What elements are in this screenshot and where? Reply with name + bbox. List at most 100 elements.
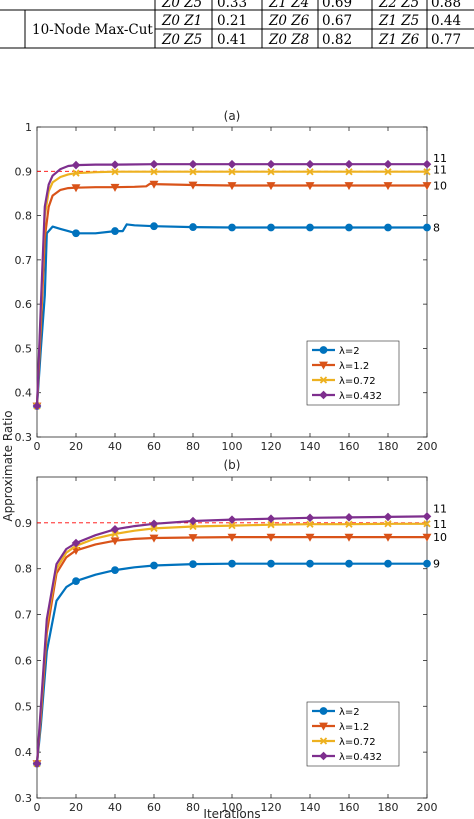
data-point <box>384 168 392 176</box>
data-point <box>149 180 159 189</box>
x-tick-label: 120 <box>261 440 282 453</box>
data-point <box>345 520 353 528</box>
chart-title: (a) <box>224 109 241 123</box>
data-point <box>384 223 392 232</box>
data-point <box>383 533 393 542</box>
data-point <box>149 519 159 529</box>
table-cell: Z0 Z1 <box>161 13 202 29</box>
y-tick-label: 0.4 <box>15 746 33 759</box>
data-point <box>110 524 120 534</box>
data-point <box>384 559 392 568</box>
data-point <box>267 223 275 232</box>
y-tick-label: 1 <box>25 121 32 134</box>
legend-entry: λ=0.432 <box>339 752 382 763</box>
data-point <box>306 559 314 568</box>
x-tick-label: 40 <box>108 801 122 814</box>
data-point <box>110 537 120 546</box>
data-point <box>189 223 197 231</box>
legend-marker <box>319 376 328 384</box>
x-tick-label: 140 <box>300 801 321 814</box>
x-tick-label: 100 <box>222 801 243 814</box>
x-tick-label: 120 <box>261 801 282 814</box>
table-cell: Z2 Z5 <box>378 0 419 11</box>
data-point <box>188 516 198 526</box>
data-point <box>305 182 315 191</box>
y-tick-label: 0.6 <box>15 654 33 667</box>
legend-entry: λ=0.432 <box>339 391 382 402</box>
legend-marker <box>319 346 328 354</box>
data-point <box>305 159 315 169</box>
data-point <box>345 168 353 176</box>
data-point <box>267 559 275 568</box>
data-point <box>383 182 393 191</box>
table-cell: 0.21 <box>217 13 247 29</box>
data-point <box>306 168 314 176</box>
data-point <box>72 577 80 585</box>
x-tick-label: 200 <box>417 801 438 814</box>
x-tick-label: 60 <box>147 801 161 814</box>
data-point <box>423 223 431 232</box>
data-point <box>111 227 119 235</box>
data-point <box>228 223 236 232</box>
x-tick-label: 0 <box>34 440 41 453</box>
data-point <box>227 159 237 169</box>
data-point <box>188 181 198 190</box>
data-point <box>227 182 237 191</box>
legend-entry: λ=2 <box>339 346 360 357</box>
data-point <box>71 546 81 556</box>
x-tick-label: 160 <box>339 801 360 814</box>
table-cell: Z0 Z5 <box>161 0 202 11</box>
y-tick-label: 0.7 <box>15 609 33 622</box>
shared-y-axis-label: Approximate Ratio <box>1 410 15 521</box>
series-end-label: 10 <box>433 531 447 544</box>
data-point <box>422 512 432 521</box>
table-cell: 0.77 <box>431 32 461 48</box>
data-point <box>111 168 119 176</box>
data-point <box>150 524 158 532</box>
data-point <box>306 223 314 232</box>
table-cell: Z0 Z5 <box>161 32 202 48</box>
series-line <box>35 515 428 764</box>
y-tick-label: 0.8 <box>15 563 33 576</box>
x-tick-label: 180 <box>378 440 399 453</box>
data-point <box>383 512 393 522</box>
data-point <box>345 559 353 568</box>
y-tick-label: 0.9 <box>15 517 33 530</box>
data-point <box>188 534 198 543</box>
data-point <box>228 168 236 176</box>
legend-entry: λ=1.2 <box>339 361 369 372</box>
data-point <box>72 169 80 177</box>
legend-entry: λ=2 <box>339 707 360 718</box>
data-point <box>305 533 315 542</box>
data-point <box>267 168 275 176</box>
x-tick-label: 160 <box>339 440 360 453</box>
data-point <box>383 159 393 169</box>
table-cell: 0.41 <box>217 32 247 48</box>
table-row-header: 10-Node Max-Cut <box>32 22 153 38</box>
legend-entry: λ=0.72 <box>339 376 376 387</box>
series-end-label: 11 <box>433 164 447 177</box>
data-point <box>71 538 81 548</box>
series-line <box>35 223 427 407</box>
series-end-label: 9 <box>433 558 440 571</box>
y-tick-label: 0.6 <box>15 298 33 311</box>
x-tick-label: 80 <box>186 801 200 814</box>
table-cell: 0.82 <box>322 32 352 48</box>
series-line <box>35 170 427 407</box>
legend-entry: λ=0.72 <box>339 737 376 748</box>
data-point <box>149 534 159 543</box>
data-point <box>227 515 237 524</box>
data-point <box>422 182 432 191</box>
data-point <box>266 159 276 169</box>
y-tick-label: 0.7 <box>15 254 33 267</box>
data-point <box>423 520 431 528</box>
table-cell: 0.69 <box>322 0 352 11</box>
table-cell: 0.33 <box>217 0 247 11</box>
x-tick-label: 40 <box>108 440 122 453</box>
x-axis-label: Iterations <box>203 807 260 819</box>
legend-marker <box>319 390 328 400</box>
x-tick-label: 200 <box>417 440 438 453</box>
table-cell: 0.88 <box>431 0 461 11</box>
table-cell: 0.67 <box>322 13 352 29</box>
legend-marker <box>319 751 328 761</box>
